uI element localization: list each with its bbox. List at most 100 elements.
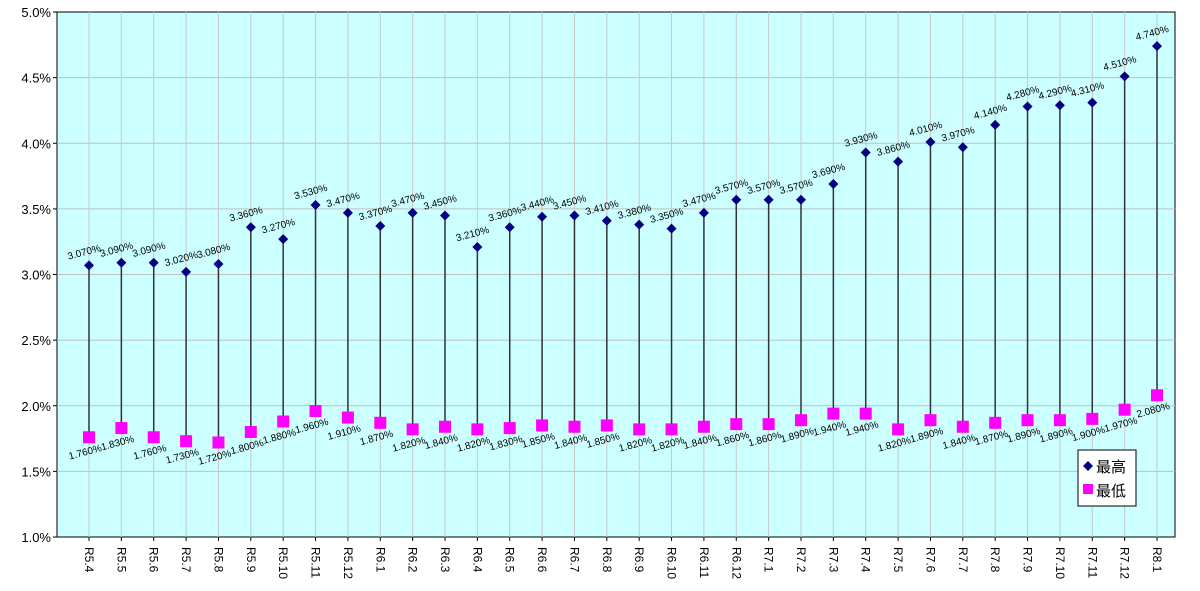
high-point (375, 220, 386, 231)
low-point (1118, 403, 1131, 416)
high-point (990, 119, 1001, 130)
high-point (310, 199, 321, 210)
y-tick-label: 3.0% (21, 268, 51, 283)
x-tick-label: R5.10 (276, 547, 290, 579)
x-tick-label: R6.4 (470, 547, 484, 573)
x-tick-label: R8.1 (1150, 547, 1164, 573)
legend: 最高 最低 (1077, 449, 1137, 507)
x-tick-label: R6.1 (373, 547, 387, 573)
high-point (1119, 71, 1130, 82)
low-point (277, 415, 290, 428)
high-point (342, 207, 353, 218)
x-tick-label: R7.5 (891, 547, 905, 573)
high-point (116, 257, 127, 268)
low-point (83, 431, 95, 444)
y-tick-label: 2.0% (21, 399, 51, 414)
low-point (374, 416, 387, 429)
low-point (892, 423, 905, 436)
x-tick-label: R5.7 (179, 547, 193, 573)
x-tick-label: R6.2 (406, 547, 420, 573)
legend-label-high: 最高 (1096, 459, 1126, 476)
x-tick-label: R5.5 (114, 547, 128, 573)
low-point (956, 420, 969, 433)
high-point (213, 259, 224, 269)
x-tick-label: R6.11 (697, 547, 711, 578)
high-point (148, 257, 159, 268)
high-point (796, 194, 806, 205)
low-point (180, 435, 193, 448)
legend-square-icon (1083, 484, 1093, 494)
legend-label-low: 最低 (1096, 483, 1126, 500)
x-tick-label: R5.11 (309, 547, 323, 578)
y-tick-label: 1.5% (21, 464, 51, 479)
x-tick-label: R7.10 (1053, 547, 1067, 579)
high-point (537, 211, 548, 222)
x-tick-label: R7.11 (1085, 547, 1099, 578)
high-point (181, 266, 192, 277)
y-tick-label: 4.5% (21, 71, 51, 86)
x-tick-label: R5.8 (211, 547, 225, 573)
low-point (439, 420, 451, 433)
low-point (115, 422, 128, 435)
x-tick-label: R7.6 (923, 547, 937, 573)
x-tick-label: R6.9 (632, 547, 646, 573)
high-point (504, 222, 515, 233)
x-tick-label: R5.9 (244, 547, 258, 573)
high-point (601, 215, 612, 226)
high-point (569, 210, 580, 221)
low-point (795, 414, 807, 427)
low-point (859, 407, 872, 420)
low-point (147, 431, 160, 444)
y-tick-label: 1.0% (21, 530, 51, 545)
high-point (1054, 100, 1065, 111)
low-point (536, 419, 549, 432)
high-point (472, 241, 483, 252)
low-point (600, 419, 613, 432)
high-point (407, 207, 418, 218)
x-tick-label: R6.10 (665, 547, 679, 579)
low-point (989, 416, 1002, 429)
high-point (84, 260, 94, 271)
high-point (731, 194, 742, 205)
x-tick-label: R7.3 (826, 547, 840, 573)
low-point (471, 423, 484, 436)
x-tick-label: R7.12 (1118, 547, 1132, 579)
high-point (1087, 97, 1098, 108)
low-point (730, 418, 743, 431)
high-point (245, 222, 256, 233)
low-point (568, 420, 581, 433)
high-point (634, 219, 645, 230)
y-tick-label: 3.5% (21, 202, 51, 217)
high-point (893, 156, 904, 167)
x-tick-label: R5.12 (341, 547, 355, 579)
x-tick-label: R6.5 (503, 547, 517, 573)
low-point (1086, 412, 1099, 425)
high-point (666, 223, 677, 234)
low-point (244, 426, 257, 438)
high-point (698, 207, 709, 218)
low-point (1151, 389, 1163, 402)
high-point (925, 136, 936, 147)
x-tick-label: R7.9 (1021, 547, 1035, 573)
low-point (1053, 414, 1066, 427)
low-point (697, 420, 710, 433)
high-point (957, 142, 968, 153)
low-point (633, 423, 646, 436)
x-tick-label: R7.1 (762, 547, 776, 573)
x-tick-label: R5.6 (147, 547, 161, 573)
low-point (341, 411, 354, 424)
high-point (440, 210, 450, 221)
low-point (503, 422, 516, 435)
high-point (860, 147, 871, 158)
legend-diamond-icon (1083, 461, 1093, 471)
x-tick-label: R6.8 (600, 547, 614, 573)
x-tick-label: R6.3 (438, 547, 452, 573)
high-point (1022, 101, 1033, 112)
low-point (212, 436, 225, 449)
high-point (1152, 41, 1162, 52)
low-point (406, 423, 419, 436)
y-tick-label: 2.5% (21, 333, 51, 348)
low-point (1021, 414, 1034, 427)
x-tick-label: R7.4 (859, 547, 873, 573)
